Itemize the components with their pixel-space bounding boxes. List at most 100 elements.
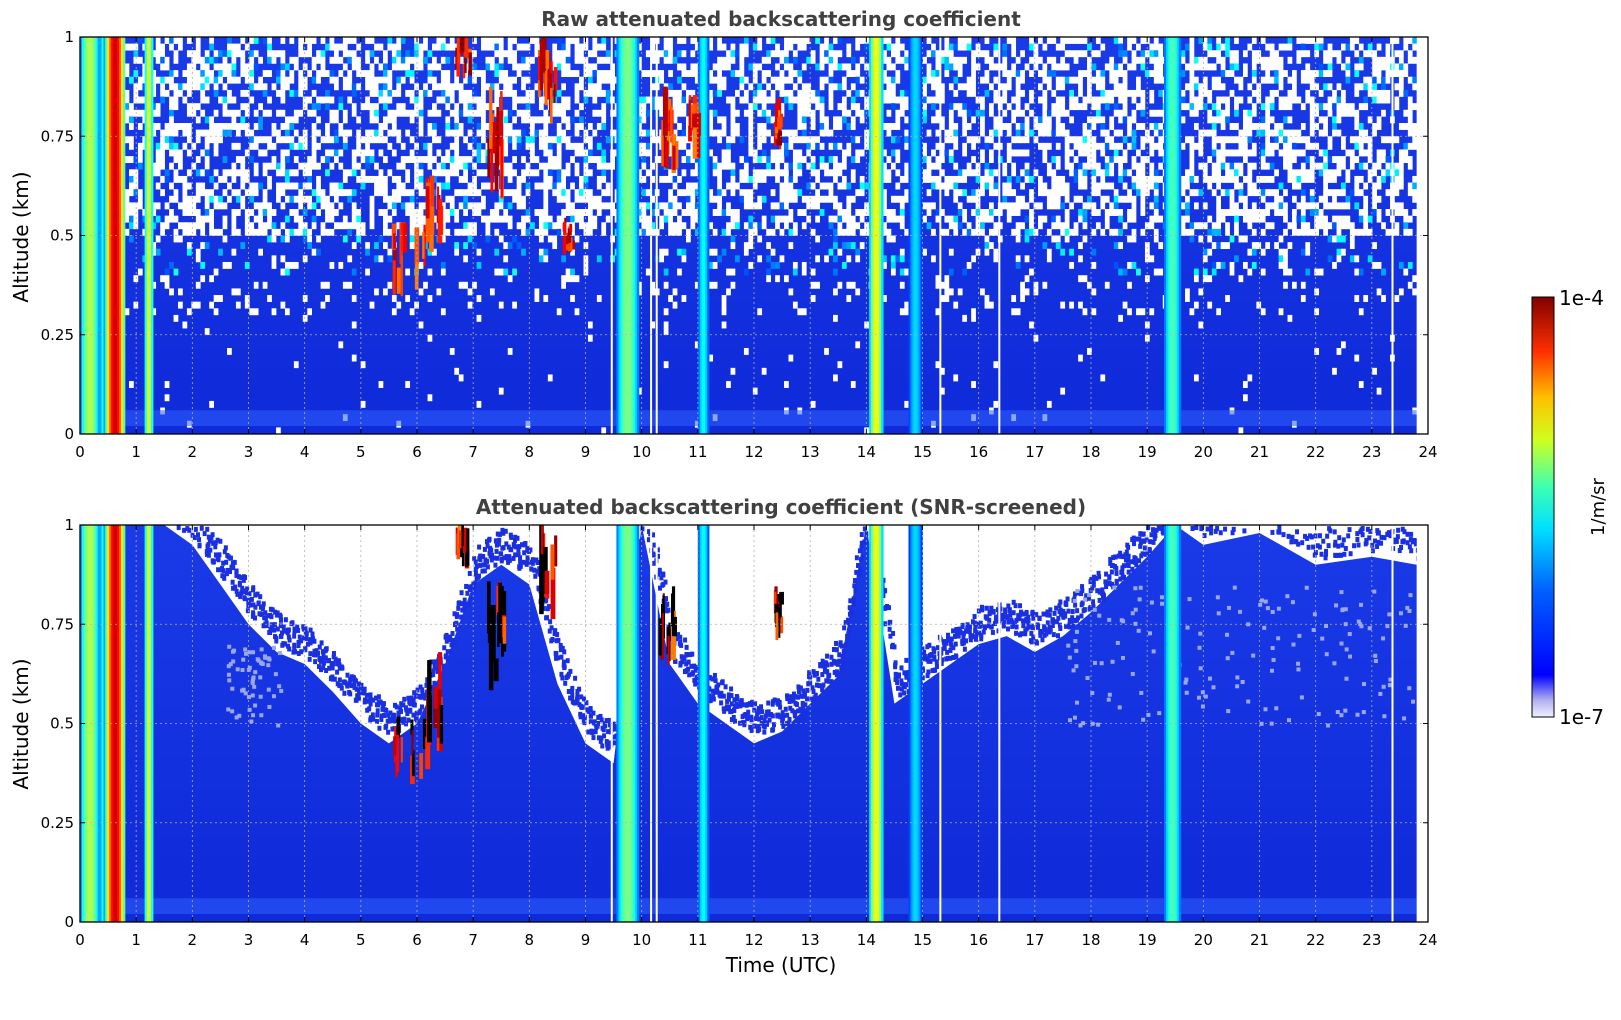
noise-cell [1274,189,1279,197]
noise-cell [926,169,932,177]
noise-cell [204,70,210,77]
noise-cell [463,209,468,216]
noise-cell [227,195,232,203]
noise-cell [770,76,776,84]
noise-cell [833,169,838,177]
noise-cell [498,235,504,243]
noise-cell [525,215,531,223]
noise-cell [1158,175,1164,183]
noise-cell [342,129,348,137]
noise-cell [570,295,575,302]
noise-cell [538,96,544,104]
noise-cell [311,136,317,144]
noise-cell [218,295,223,302]
noise-cell [374,288,379,296]
noise-cell [329,202,335,210]
noise-cell [271,162,277,170]
noise-cell [899,43,905,51]
noise-cell [307,50,313,58]
noise-cell [481,83,486,91]
noise-cell [383,189,388,197]
noise-cell [601,103,607,111]
noise-cell [307,96,313,104]
noise-cell [521,83,526,91]
noise-cell [1029,228,1034,236]
noise-cell [1136,175,1141,183]
noise-cell [195,70,201,77]
noise-cell [472,96,477,104]
noise-cell [1269,50,1275,58]
noise-cell [784,129,789,137]
noise-cell [387,43,393,51]
noise-cell [1278,96,1284,104]
noise-cell [1247,116,1253,124]
noise-cell [222,261,228,269]
noise-cell [298,89,304,97]
noise-cell [779,255,785,263]
noise-cell [253,189,259,197]
noise-cell [235,129,241,137]
noise-cell [409,215,415,223]
noise-cell [1283,103,1288,111]
noise-cell [1211,162,1217,170]
noise-cell [445,96,451,104]
noise-cell [391,50,397,58]
noise-cell [948,109,954,117]
noise-cell [1038,182,1043,190]
noise-cell [1029,215,1034,223]
noise-cell [757,195,763,203]
noise-cell [320,195,326,203]
noise-cell [993,222,999,230]
noise-cell [507,89,513,97]
noise-cell [1247,129,1253,137]
noise-cell [169,288,174,296]
noise-cell [1229,123,1235,130]
noise-cell [1113,149,1119,157]
noise-cell [1185,83,1190,91]
noise-cell [975,215,981,223]
noise-cell [311,129,317,137]
noise-cell [579,56,584,64]
noise-cell [481,76,486,84]
noise-cell [1024,175,1030,183]
noise-cell [659,255,665,263]
noise-cell [1122,76,1128,84]
noise-cell [244,63,250,71]
noise-cell [400,189,406,197]
noise-cell [712,209,718,216]
noise-cell [1015,129,1021,137]
noise-cell [636,116,642,124]
noise-cell [494,43,500,51]
noise-cell [944,70,950,77]
noise-cell [409,50,415,58]
noise-cell [935,275,941,283]
noise-cell [579,149,584,157]
noise-cell [1153,56,1159,64]
noise-cell [1078,215,1083,223]
noise-cell [498,63,504,71]
noise-cell [1069,169,1074,177]
noise-cell [1127,308,1132,316]
noise-cell [298,182,304,190]
noise-cell [922,202,927,210]
noise-cell [276,427,281,434]
noise-cell [743,76,749,84]
noise-cell [1118,215,1123,223]
noise-cell [601,189,607,197]
noise-cell [1064,215,1070,223]
noise-cell [489,56,495,64]
noise-cell [213,308,219,316]
noise-cell [864,222,869,230]
noise-cell [347,169,353,177]
noise-cell [1136,56,1141,64]
noise-cell [440,209,446,216]
noise-cell [641,228,647,236]
noise-cell [730,215,736,223]
noise-cell [432,156,437,164]
noise-cell [1144,175,1150,183]
noise-cell [503,129,509,137]
noise-cell [743,195,749,203]
noise-cell [178,89,183,97]
noise-cell [717,209,722,216]
noise-cell [641,70,647,77]
